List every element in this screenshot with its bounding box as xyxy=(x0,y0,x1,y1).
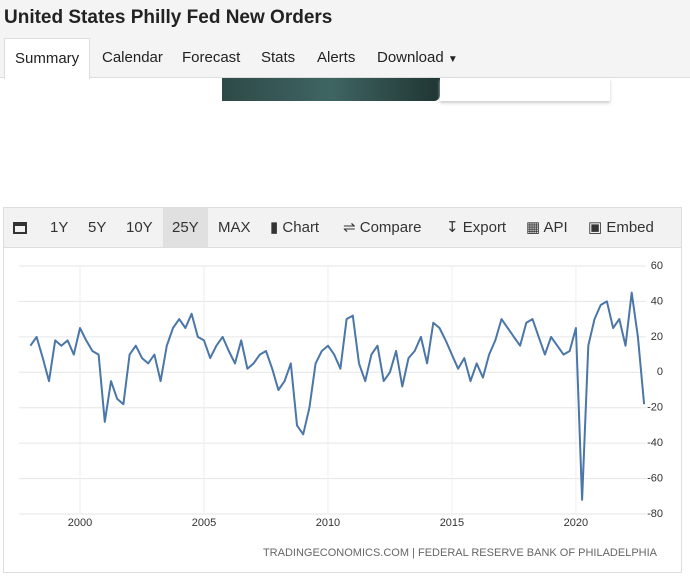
x-tick-label: 2015 xyxy=(440,517,464,529)
source: TRADINGECONOMICS.COM | FEDERAL RESERVE B… xyxy=(263,547,658,559)
data-line xyxy=(29,291,646,501)
tool-label: Export xyxy=(462,219,507,236)
header: United States Philly Fed New Orders xyxy=(0,0,690,38)
tool-label: Compare xyxy=(359,219,422,236)
ad-image xyxy=(222,78,440,101)
y-tick-label: 20 xyxy=(651,331,663,343)
tool-button[interactable]: ▣ Embed xyxy=(588,219,654,236)
y-tick-label: -60 xyxy=(647,472,663,484)
tool-label: Embed xyxy=(606,219,654,236)
calendar-icon[interactable] xyxy=(13,220,27,234)
y-tick-label: 40 xyxy=(651,295,663,307)
range-button[interactable]: 10Y xyxy=(126,219,153,236)
tool-label: API xyxy=(543,219,568,236)
tab[interactable]: Alerts xyxy=(317,49,356,66)
tab[interactable]: Download ▼ xyxy=(377,49,458,66)
y-tick-label: 60 xyxy=(651,260,663,272)
y-tick-label: 0 xyxy=(657,366,663,378)
ad-image xyxy=(440,78,610,101)
tab[interactable]: Forecast xyxy=(182,49,241,66)
y-tick-label: -40 xyxy=(647,437,663,449)
range-button[interactable]: 5Y xyxy=(88,219,107,236)
x-tick-label: 2020 xyxy=(564,517,588,529)
tab-bar: Summary Calendar Forecast Stats Alerts D… xyxy=(0,38,690,79)
toolbar: 1Y 5Y 10Y 25Y MAX ▮ Chart ⇌ Compare ↧ Ex… xyxy=(3,207,682,248)
y-tick-label: -20 xyxy=(647,402,663,414)
chart-box: 60 40 20 0 -20 -40 -60 -80 2000 2005 2010 2015 2020 T… xyxy=(3,247,682,573)
y-tick-label: -80 xyxy=(647,508,663,520)
range-button[interactable]: 1Y xyxy=(50,219,69,236)
range-button[interactable]: 25Y xyxy=(163,208,208,247)
tool-button[interactable]: ↧ Export xyxy=(446,219,507,236)
tab[interactable]: Calendar xyxy=(102,49,163,66)
page-title: United States Philly Fed New Orders xyxy=(4,7,333,28)
x-tick-label: 2000 xyxy=(68,517,92,529)
x-tick-label: 2010 xyxy=(316,517,340,529)
tool-label: Chart xyxy=(282,219,320,236)
x-tick-label: 2005 xyxy=(192,517,216,529)
tool-button[interactable]: ▦ API xyxy=(526,219,568,236)
range-button[interactable]: MAX xyxy=(218,219,251,236)
tab[interactable]: Summary xyxy=(4,38,91,79)
tool-button[interactable]: ▮ Chart xyxy=(270,219,320,236)
chart: 60 40 20 0 -20 -40 -60 -80 2000 2005 2010 2015 2020 T… xyxy=(19,260,663,559)
tool-button[interactable]: ⇌ Compare xyxy=(343,219,422,236)
tab-label: Download xyxy=(377,49,444,66)
tab[interactable]: Stats xyxy=(261,49,296,66)
